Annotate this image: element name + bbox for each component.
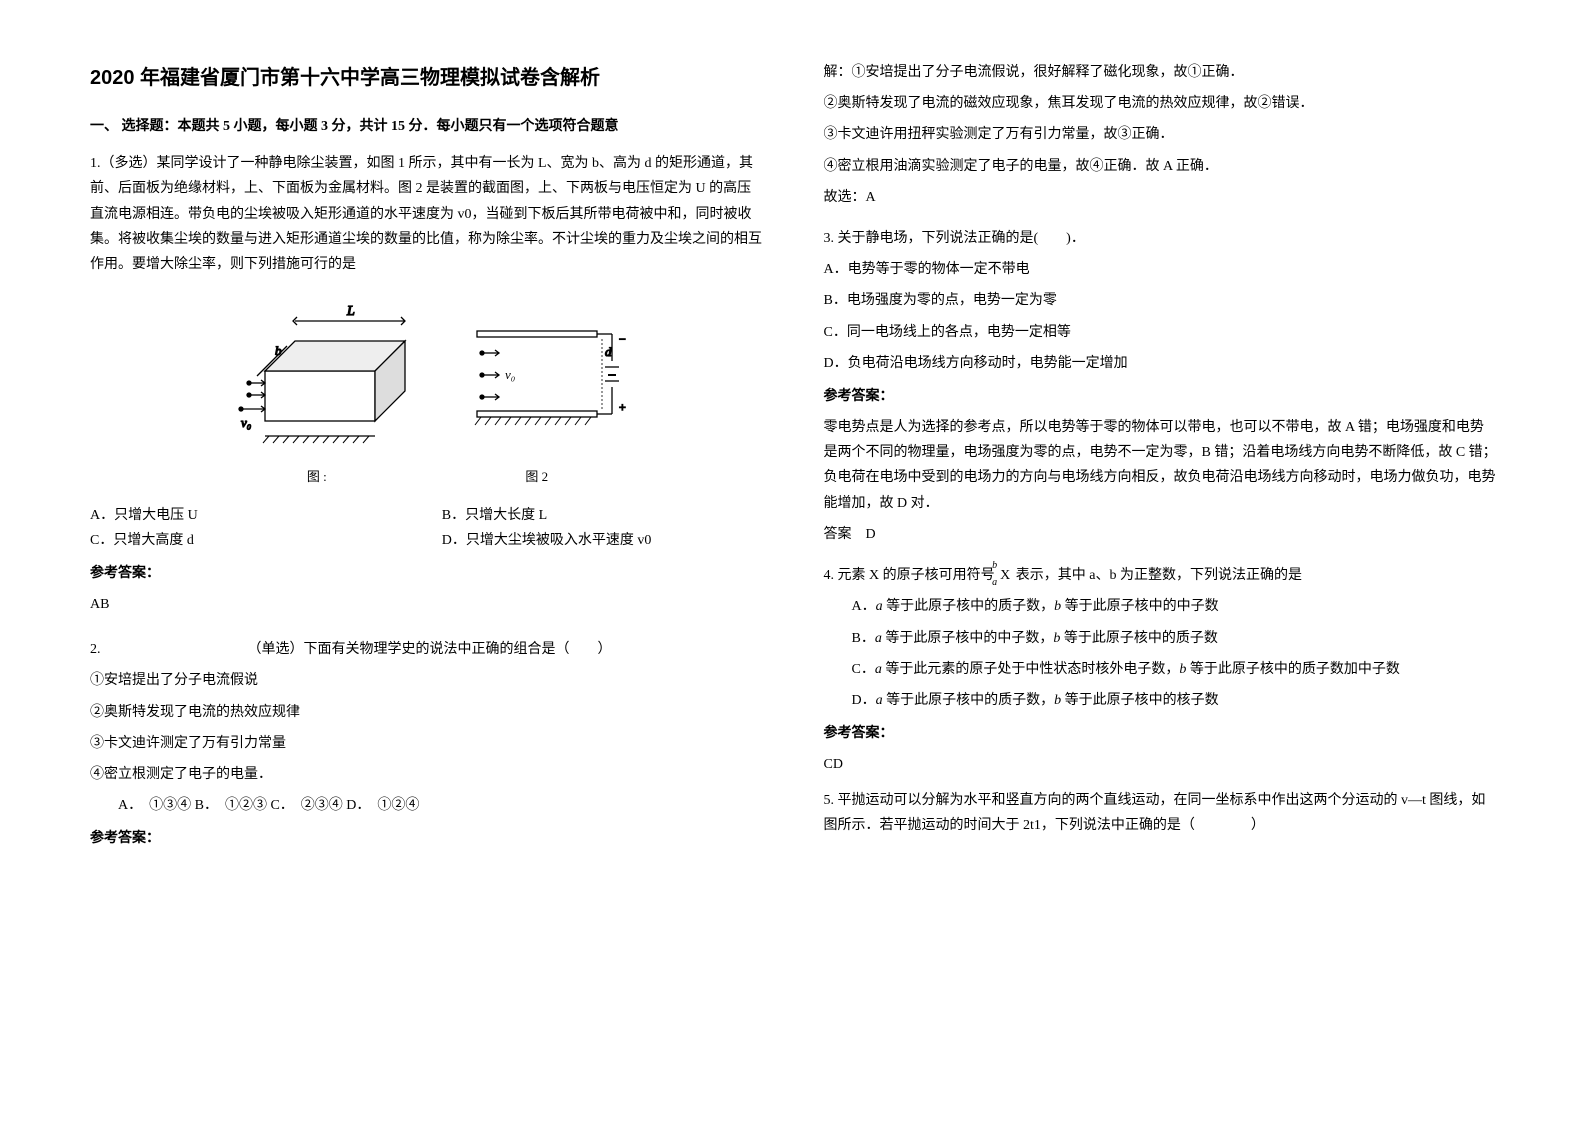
svg-text:v₀: v₀ [241, 415, 251, 430]
figure-2-label: 图 2 [447, 465, 627, 488]
q3-option-b: B．电场强度为零的点，电势一定为零 [824, 288, 1498, 313]
q4-option-b: B．a 等于此原子核中的中子数，b 等于此原子核中的质子数 [824, 626, 1498, 651]
question-3: 3. 关于静电场，下列说法正确的是( )． A．电势等于零的物体一定不带电 B．… [824, 226, 1498, 553]
q1-stem: 1.（多选）某同学设计了一种静电除尘装置，如图 1 所示，其中有一长为 L、宽为… [90, 151, 764, 277]
q3-answer-label: 参考答案： [824, 384, 1498, 409]
left-column: 2020 年福建省厦门市第十六中学高三物理模拟试卷含解析 一、 选择题：本题共 … [90, 60, 764, 1062]
figure-1-label: 图 : [227, 465, 407, 488]
q4-stem-prefix: 4. 元素 X 的原子核可用符号 [824, 568, 995, 583]
q5-stem: 5. 平抛运动可以分解为水平和竖直方向的两个直线运动，在同一坐标系中作出这两个分… [824, 788, 1498, 838]
q3-option-a: A．电势等于零的物体一定不带电 [824, 257, 1498, 282]
q4-option-c: C．a 等于此元素的原子处于中性状态时核外电子数，b 等于此原子核中的质子数加中… [824, 657, 1498, 682]
q2-stem: 2. （单选）下面有关物理学史的说法中正确的组合是（ ） [90, 637, 764, 662]
q4-option-a: A．a 等于此原子核中的质子数，b 等于此原子核中的中子数 [824, 594, 1498, 619]
svg-text:d: d [605, 344, 612, 359]
q2-prefix: 2. [90, 642, 101, 657]
q4-answer: CD [824, 752, 1498, 777]
q2-answer-label: 参考答案： [90, 826, 764, 851]
question-2-solution: 解：①安培提出了分子电流假说，很好解释了磁化现象，故①正确． ②奥斯特发现了电流… [824, 60, 1498, 216]
q1-options-row1: A．只增大电压 U B．只增大长度 L [90, 503, 764, 528]
q4-stem: 4. 元素 X 的原子核可用符号 baX 表示，其中 a、b 为正整数，下列说法… [824, 563, 1498, 588]
page-title: 2020 年福建省厦门市第十六中学高三物理模拟试卷含解析 [90, 60, 764, 96]
q2-sol1: 解：①安培提出了分子电流假说，很好解释了磁化现象，故①正确． [824, 60, 1498, 85]
q2-middle: （单选）下面有关物理学史的说法中正确的组合是（ ） [248, 642, 612, 657]
q3-answer: 答案 D [824, 522, 1498, 547]
figure-2-wrapper: − + d [447, 291, 627, 488]
figure-1: L b [227, 291, 407, 461]
q2-sol4: ④密立根用油滴实验测定了电子的电量，故④正确．故 A 正确． [824, 154, 1498, 179]
section-header: 一、 选择题：本题共 5 小题，每小题 3 分，共计 15 分．每小题只有一个选… [90, 114, 764, 139]
svg-text:+: + [619, 400, 626, 414]
q3-stem: 3. 关于静电场，下列说法正确的是( )． [824, 226, 1498, 251]
q3-option-c: C．同一电场线上的各点，电势一定相等 [824, 320, 1498, 345]
q1-option-b: B．只增大长度 L [442, 503, 764, 528]
question-2: 2. （单选）下面有关物理学史的说法中正确的组合是（ ） ①安培提出了分子电流假… [90, 637, 764, 857]
q1-figures: L b [90, 291, 764, 488]
question-1: 1.（多选）某同学设计了一种静电除尘装置，如图 1 所示，其中有一长为 L、宽为… [90, 151, 764, 627]
svg-text:L: L [346, 304, 355, 319]
nuclear-symbol: baX [1000, 563, 1010, 588]
q1-answer: AB [90, 592, 764, 617]
q2-sol3: ③卡文迪许用扭秤实验测定了万有引力常量，故③正确． [824, 122, 1498, 147]
q4-option-d: D．a 等于此原子核中的质子数，b 等于此原子核中的核子数 [824, 688, 1498, 713]
q3-option-d: D．负电荷沿电场线方向移动时，电势能一定增加 [824, 351, 1498, 376]
q1-option-d: D．只增大尘埃被吸入水平速度 v0 [442, 528, 764, 553]
fig2-v0-label: v₀ [505, 367, 515, 382]
svg-text:−: − [619, 332, 626, 346]
q2-s4: ④密立根测定了电子的电量． [90, 762, 764, 787]
question-4: 4. 元素 X 的原子核可用符号 baX 表示，其中 a、b 为正整数，下列说法… [824, 563, 1498, 778]
question-5: 5. 平抛运动可以分解为水平和竖直方向的两个直线运动，在同一坐标系中作出这两个分… [824, 788, 1498, 844]
q3-explanation: 零电势点是人为选择的参考点，所以电势等于零的物体可以带电，也可以不带电，故 A … [824, 415, 1498, 516]
q4-stem-suffix: 表示，其中 a、b 为正整数，下列说法正确的是 [1016, 568, 1302, 583]
q2-s1: ①安培提出了分子电流假说 [90, 668, 764, 693]
q2-s3: ③卡文迪许测定了万有引力常量 [90, 731, 764, 756]
figure-1-wrapper: L b [227, 291, 407, 488]
q2-opts: A． ①③④ B． ①②③ C． ②③④ D． ①②④ [90, 793, 764, 818]
q1-answer-label: 参考答案： [90, 561, 764, 586]
right-column: 解：①安培提出了分子电流假说，很好解释了磁化现象，故①正确． ②奥斯特发现了电流… [824, 60, 1498, 1062]
q4-answer-label: 参考答案： [824, 721, 1498, 746]
q2-sol2: ②奥斯特发现了电流的磁效应现象，焦耳发现了电流的热效应规律，故②错误． [824, 91, 1498, 116]
q1-option-c: C．只增大高度 d [90, 528, 412, 553]
q2-s2: ②奥斯特发现了电流的热效应规律 [90, 700, 764, 725]
svg-text:b: b [275, 343, 282, 358]
q1-options-row2: C．只增大高度 d D．只增大尘埃被吸入水平速度 v0 [90, 528, 764, 553]
figure-2: − + d [447, 291, 627, 461]
q1-option-a: A．只增大电压 U [90, 503, 412, 528]
q2-sol5: 故选：A [824, 185, 1498, 210]
